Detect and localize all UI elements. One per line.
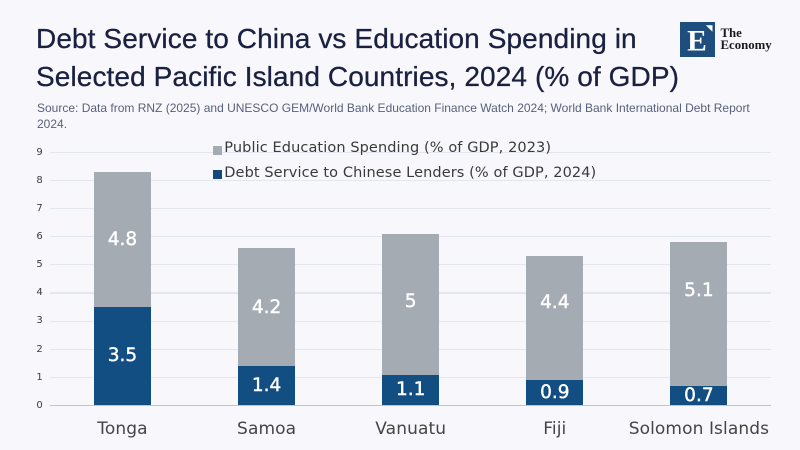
svg-text:E: E bbox=[687, 25, 707, 57]
